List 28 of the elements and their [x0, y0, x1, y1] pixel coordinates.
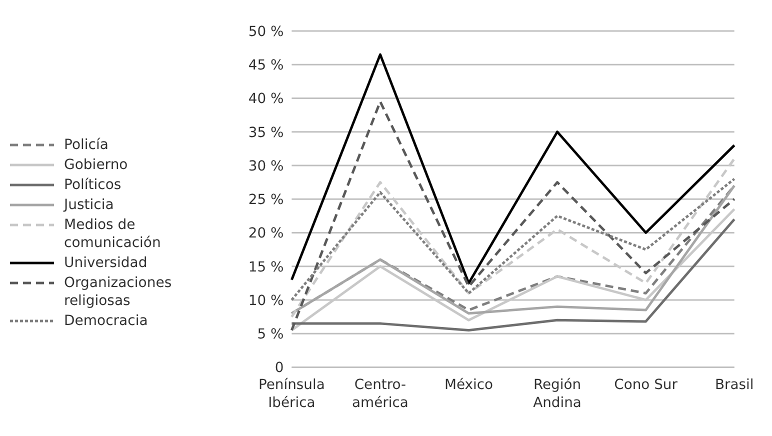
- y-tick-label: 25 %: [248, 192, 284, 208]
- y-tick-label: 20 %: [248, 226, 284, 242]
- y-tick-label: 30 %: [248, 158, 284, 174]
- legend-label: Gobierno: [64, 156, 129, 174]
- y-tick-label: 0: [274, 360, 284, 376]
- legend-label: Políticos: [64, 176, 122, 194]
- x-tick-label: Región Andina: [532, 377, 582, 411]
- x-tick-label: Centro-américa: [352, 377, 408, 411]
- legend-label: Policía: [64, 136, 110, 154]
- legend-label: Medios de comunicación: [64, 216, 162, 252]
- y-tick-label: 45 %: [248, 58, 284, 74]
- legend-label: Justicia: [64, 196, 115, 214]
- line-series: [290, 53, 736, 284]
- y-tick-label: 50 %: [248, 24, 284, 40]
- legend-label: Universidad: [64, 254, 148, 272]
- y-tick-label: 35 %: [248, 124, 284, 141]
- x-tick-label: Península Ibérica: [258, 377, 325, 411]
- x-tick-label: Brasil: [714, 377, 754, 394]
- x-tick-label: México: [444, 377, 493, 394]
- line-series: [290, 100, 736, 332]
- x-tick-label: Cono Sur: [614, 377, 678, 394]
- line-series: [290, 158, 736, 318]
- y-tick-label: 10 %: [248, 292, 284, 309]
- y-tick-label: 15 %: [248, 259, 284, 276]
- legend-label: Democracia: [64, 312, 149, 330]
- y-tick-label: 40 %: [248, 91, 284, 108]
- legend-label: Organizaciones religiosas: [64, 274, 173, 310]
- y-tick-label: 5 %: [257, 326, 284, 343]
